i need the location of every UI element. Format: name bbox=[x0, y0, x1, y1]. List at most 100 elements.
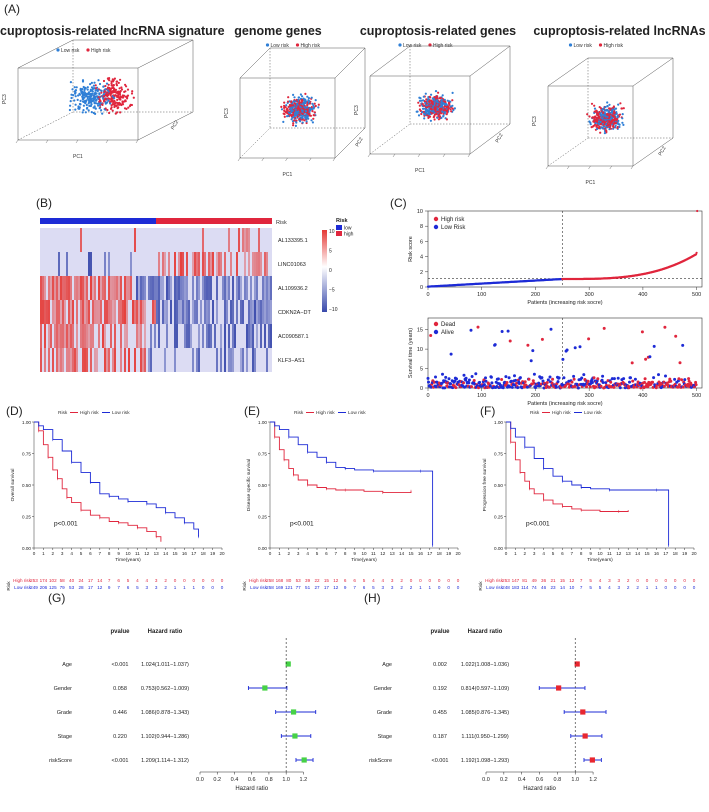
heatmap-cell bbox=[94, 276, 96, 300]
pca-point-high bbox=[94, 87, 97, 90]
pca-point-low bbox=[436, 116, 439, 119]
pca-point-low bbox=[84, 92, 87, 95]
pca-point-low bbox=[436, 99, 439, 102]
km-pvalue: p<0.001 bbox=[54, 520, 78, 527]
pca-point-high bbox=[131, 90, 134, 93]
pca-point-low bbox=[98, 107, 101, 110]
survival-point-alive bbox=[529, 359, 533, 363]
heatmap-cell bbox=[80, 324, 82, 348]
pca-point-low bbox=[603, 109, 607, 112]
km-risk-cell: 0 bbox=[646, 578, 649, 583]
survival-point-alive bbox=[576, 386, 580, 390]
pca-point-high bbox=[117, 95, 120, 98]
pca-cube-edge bbox=[239, 127, 271, 159]
forest-row-pvalue: 0.446 bbox=[113, 710, 127, 716]
heatmap-cell bbox=[192, 252, 194, 276]
heatmap-cell bbox=[244, 252, 246, 276]
pca-point-low bbox=[83, 96, 86, 99]
km-plot-os-km: Risk High risk Low risk0.000.250.500.751.0… bbox=[6, 410, 225, 591]
forest-row-var: Age bbox=[62, 662, 72, 668]
survival-point-alive bbox=[664, 374, 667, 378]
heatmap-cell bbox=[40, 276, 42, 300]
km-risk-cell: 28 bbox=[78, 585, 84, 590]
pca-point-high bbox=[591, 116, 594, 119]
forest-row-hr: 0.814(0.597−1.109) bbox=[461, 686, 509, 692]
pca-point-low bbox=[440, 105, 443, 108]
pca-point-high bbox=[298, 102, 301, 105]
survival-point-alive bbox=[604, 381, 608, 385]
heatmap-cell bbox=[76, 300, 78, 324]
heatmap-cell bbox=[152, 300, 154, 324]
pca-point-high bbox=[427, 105, 430, 108]
forest-col-hr: Hazard ratio bbox=[148, 629, 183, 635]
heatmap-cell bbox=[258, 252, 260, 276]
km-y-label: Overall survival bbox=[10, 469, 16, 502]
pca-axis-pc2: PC2 bbox=[170, 119, 180, 131]
pca-point-high bbox=[300, 98, 304, 102]
pca-axis-pc1: PC1 bbox=[283, 172, 293, 178]
pca-point-low bbox=[104, 102, 107, 105]
forest-row-hr: 1.192(1.098−1.293) bbox=[461, 758, 509, 764]
km-risk-cell: 0 bbox=[438, 578, 441, 583]
heatmap-cell bbox=[224, 252, 226, 276]
heatmap-cell bbox=[246, 348, 248, 372]
pca-point-low bbox=[92, 84, 95, 87]
survival-point-dead bbox=[662, 384, 666, 388]
pca-point-low bbox=[621, 117, 624, 120]
pca-point-low bbox=[443, 112, 446, 115]
km-risk-cell: 6 bbox=[127, 585, 130, 590]
pca-point-high bbox=[115, 80, 119, 83]
heatmap-cell bbox=[230, 300, 232, 324]
heatmap-legend-low-swatch bbox=[336, 225, 342, 230]
legend-dead-dot bbox=[433, 321, 439, 327]
km-risk-cell: 4 bbox=[146, 578, 149, 583]
survival-point-alive bbox=[554, 385, 558, 389]
km-x-tick-label: 3 bbox=[297, 551, 300, 556]
heatmap-risk-bar-high bbox=[156, 218, 272, 224]
survival-point-alive bbox=[610, 377, 614, 381]
heatmap-cell bbox=[98, 324, 100, 348]
pca-point-high bbox=[609, 108, 612, 111]
pca-point-low bbox=[90, 103, 93, 106]
km-risk-cell: 9 bbox=[344, 585, 347, 590]
heatmap-cell bbox=[42, 276, 44, 300]
heatmap-gene-label: LINC01063 bbox=[278, 262, 306, 268]
survival-point-dead bbox=[564, 384, 567, 388]
pca-point-high bbox=[127, 106, 130, 109]
km-y-tick-label: 1.00 bbox=[494, 420, 503, 425]
pca-point-low bbox=[86, 95, 89, 98]
km-x-label: Time(years) bbox=[351, 557, 377, 563]
pca-point-low bbox=[72, 94, 75, 97]
survival-point-dead bbox=[630, 361, 634, 365]
heatmap-cell bbox=[110, 276, 112, 300]
km-y-tick-label: 0.25 bbox=[22, 514, 31, 519]
pca-point-low bbox=[70, 93, 73, 96]
pca-point-low bbox=[616, 115, 619, 118]
survival-point-dead bbox=[644, 357, 648, 361]
km-x-tick-label: 0 bbox=[505, 551, 508, 556]
pca-point-high bbox=[107, 97, 110, 100]
km-x-tick-label: 8 bbox=[344, 551, 347, 556]
survival-point-dead bbox=[585, 385, 588, 389]
heatmap-cell bbox=[118, 276, 120, 300]
survival-point-alive bbox=[484, 376, 487, 380]
heatmap-cell bbox=[254, 348, 256, 372]
pca-point-high bbox=[287, 96, 290, 99]
pca-axis-pc2: PC2 bbox=[658, 145, 668, 157]
pca-point-high bbox=[608, 115, 611, 118]
survival-point-dead bbox=[674, 334, 678, 338]
pca-legend-high: High risk bbox=[604, 43, 624, 49]
heatmap-cell bbox=[80, 228, 82, 252]
km-risk-cell: 5 bbox=[363, 578, 366, 583]
heatmap-cell bbox=[266, 348, 268, 372]
forest-row-hr: 1.086(0.878−1.343) bbox=[141, 710, 189, 716]
heatmap-cell bbox=[76, 276, 78, 300]
km-risk-cell: 0 bbox=[429, 578, 432, 583]
heatmap-cell bbox=[250, 276, 252, 300]
pca-point-low bbox=[425, 104, 428, 107]
pca-point-high bbox=[111, 109, 114, 112]
heatmap-cell bbox=[220, 252, 222, 276]
pca-point-low bbox=[604, 119, 607, 122]
pca-point-high bbox=[314, 104, 317, 108]
heatmap-cell bbox=[70, 348, 72, 372]
